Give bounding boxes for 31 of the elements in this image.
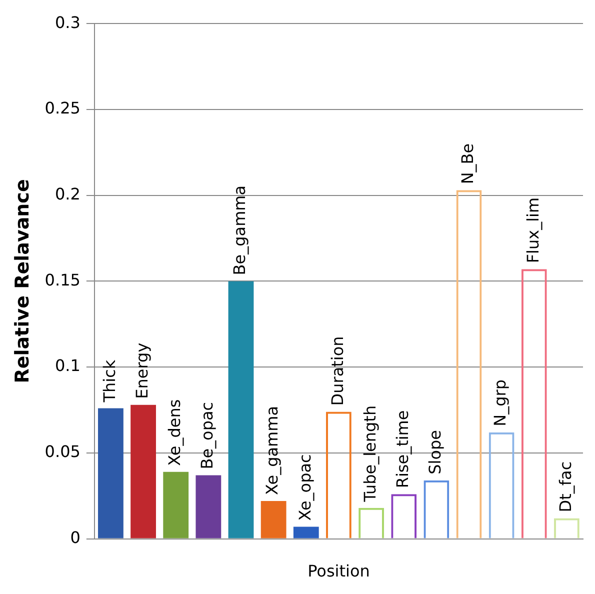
y-tick-label: 0.1 <box>54 356 80 376</box>
x-tick-label: Be_gamma <box>230 185 250 276</box>
y-tick-label: 0 <box>70 528 80 547</box>
x-tick-label: Thick <box>100 359 119 404</box>
bar <box>98 408 124 538</box>
x-tick-label: Dt_fac <box>556 461 575 512</box>
x-tick-label: Xe_gamma <box>262 406 282 496</box>
bar <box>163 472 189 538</box>
x-tick-label: N_Be <box>458 143 478 184</box>
y-tick-label: 0.2 <box>54 184 80 204</box>
bar <box>293 526 319 538</box>
x-tick-label: Xe_dens <box>165 399 184 466</box>
x-tick-label: Slope <box>426 430 445 474</box>
y-tick-label: 0.3 <box>54 12 80 32</box>
bar <box>130 404 156 538</box>
bar <box>260 501 286 538</box>
y-tick-label: 0.05 <box>44 442 80 462</box>
y-axis-title: Relative Relavance <box>11 179 34 384</box>
x-tick-label: Duration <box>328 336 347 406</box>
x-tick-label: Tube_length <box>360 405 380 503</box>
bar <box>196 475 222 538</box>
y-tick-label: 0.15 <box>44 270 80 290</box>
x-tick-label: N_grp <box>490 379 510 426</box>
x-axis-title: Position <box>308 562 370 581</box>
x-tick-label: Energy <box>132 342 152 399</box>
y-tick-label: 0.25 <box>44 98 80 118</box>
x-tick-label: Flux_lim <box>523 197 542 264</box>
x-tick-label: Be_opac <box>198 402 217 470</box>
bar <box>228 281 254 538</box>
x-tick-label: Rise_time <box>393 410 412 488</box>
x-tick-label: Xe_opac <box>295 454 314 521</box>
